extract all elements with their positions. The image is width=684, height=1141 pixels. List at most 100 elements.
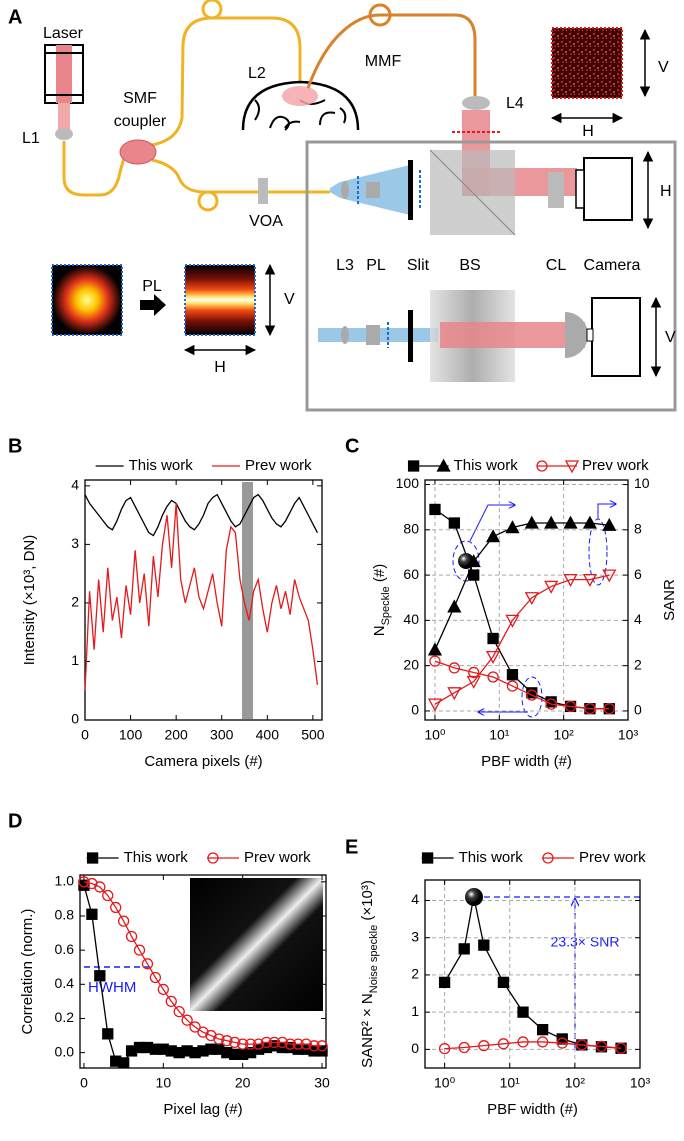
y2-tick-label: 0 — [634, 702, 642, 718]
beam — [58, 103, 70, 130]
y2-tick-label: 10 — [634, 475, 650, 491]
axis-title-part: N — [371, 625, 388, 636]
y-tick-label: 80 — [403, 521, 419, 537]
y-tick-label: 0.4 — [55, 975, 75, 991]
lens — [55, 128, 73, 140]
marker — [563, 515, 578, 529]
fiber-loop — [201, 0, 223, 20]
legend-label: Prev work — [244, 849, 311, 866]
axis-title: Correlation (norm.) — [19, 909, 36, 1035]
legend-marker — [536, 460, 548, 472]
x-tick-label: 10¹ — [489, 727, 510, 743]
marker — [133, 944, 146, 956]
legend-label: Prev work — [245, 457, 312, 474]
marker — [478, 1040, 490, 1052]
marker — [505, 614, 520, 628]
x-tick-label: 0 — [80, 1075, 88, 1091]
marker — [284, 1038, 296, 1050]
legend-label: This work — [459, 849, 524, 866]
fiber — [151, 16, 302, 147]
legend-marker — [564, 460, 580, 474]
marker — [110, 901, 122, 914]
plot-frame — [424, 879, 641, 1069]
x-tick-label: 10 — [156, 1075, 172, 1091]
legend-label: This work — [129, 457, 194, 474]
marker — [458, 1041, 470, 1054]
axis-title: Camera pixels (#) — [144, 753, 262, 770]
series-line — [434, 574, 610, 705]
marker — [429, 503, 441, 516]
marker — [173, 1005, 185, 1018]
marker — [497, 976, 510, 989]
legend-marker — [207, 852, 219, 864]
marker — [487, 671, 499, 683]
panel-a: A Laser L1 SMF coupler VOA L2 MMF L4 V H… — [8, 0, 677, 412]
fiber — [151, 158, 330, 194]
label: H — [660, 183, 672, 200]
marker — [149, 971, 162, 984]
y-tick-label: 60 — [403, 566, 419, 582]
marker — [468, 569, 480, 581]
inset-image — [190, 878, 323, 1011]
label: SMF — [123, 90, 157, 107]
marker — [524, 592, 539, 606]
setup-box — [305, 140, 677, 412]
marker — [564, 700, 577, 713]
marker — [497, 1038, 510, 1050]
label: L3 — [336, 257, 354, 274]
mmf — [306, 13, 477, 96]
marker — [506, 680, 519, 692]
y-tick-label: 0 — [411, 1040, 419, 1056]
label: CL — [546, 257, 567, 274]
marker — [300, 1038, 312, 1050]
label: VOA — [249, 213, 283, 230]
lens — [462, 96, 490, 110]
y-tick-label: 0 — [411, 702, 419, 718]
y-tick-label: 2 — [411, 966, 419, 982]
y2-tick-label: 6 — [634, 566, 642, 582]
axis-title: SANR² × NNoise speckle (×10³) — [359, 880, 380, 1068]
label: V — [665, 329, 676, 346]
marker — [94, 881, 106, 893]
x-tick-label: 10⁰ — [434, 1075, 456, 1091]
beam — [440, 322, 585, 348]
series-line — [444, 896, 622, 1049]
slit — [408, 310, 413, 362]
legend-label: Prev work — [582, 457, 649, 474]
marker — [157, 983, 169, 996]
marker — [165, 995, 177, 1008]
camera — [591, 297, 641, 377]
speckle-image — [551, 27, 623, 99]
brain — [241, 80, 360, 131]
marker — [485, 650, 501, 664]
legend-marker — [436, 458, 451, 472]
fiber-loop — [368, 3, 392, 27]
marker — [141, 958, 154, 970]
cl — [565, 312, 588, 358]
legend-label: Prev work — [579, 849, 646, 866]
axis-title-part: Speckle — [380, 586, 392, 625]
legend-marker — [421, 852, 434, 864]
y-tick-label: 20 — [403, 656, 419, 672]
x-tick-label: 500 — [301, 727, 325, 743]
marker — [213, 1033, 225, 1045]
marker — [125, 930, 138, 943]
marker — [117, 915, 130, 927]
marker — [517, 1006, 529, 1018]
axis-title-part: SANR² × N — [359, 993, 376, 1068]
y-tick-label: 3 — [411, 928, 419, 944]
brain — [254, 99, 347, 131]
x-tick-label: 100 — [119, 727, 143, 743]
marker — [563, 573, 578, 587]
axis-title: NSpeckle (#) — [371, 564, 392, 636]
marker — [292, 1038, 304, 1050]
axis-title: Pixel lag (#) — [163, 1101, 242, 1118]
camera-sensor — [586, 328, 594, 342]
label: L1 — [22, 130, 40, 147]
marker — [221, 1035, 233, 1047]
beam-profile — [51, 264, 123, 336]
y-tick-label: 1 — [411, 1003, 419, 1019]
x-tick-label: 400 — [256, 727, 280, 743]
panel-label: E — [345, 836, 358, 858]
annotation: 23.3× SNR — [551, 934, 620, 950]
